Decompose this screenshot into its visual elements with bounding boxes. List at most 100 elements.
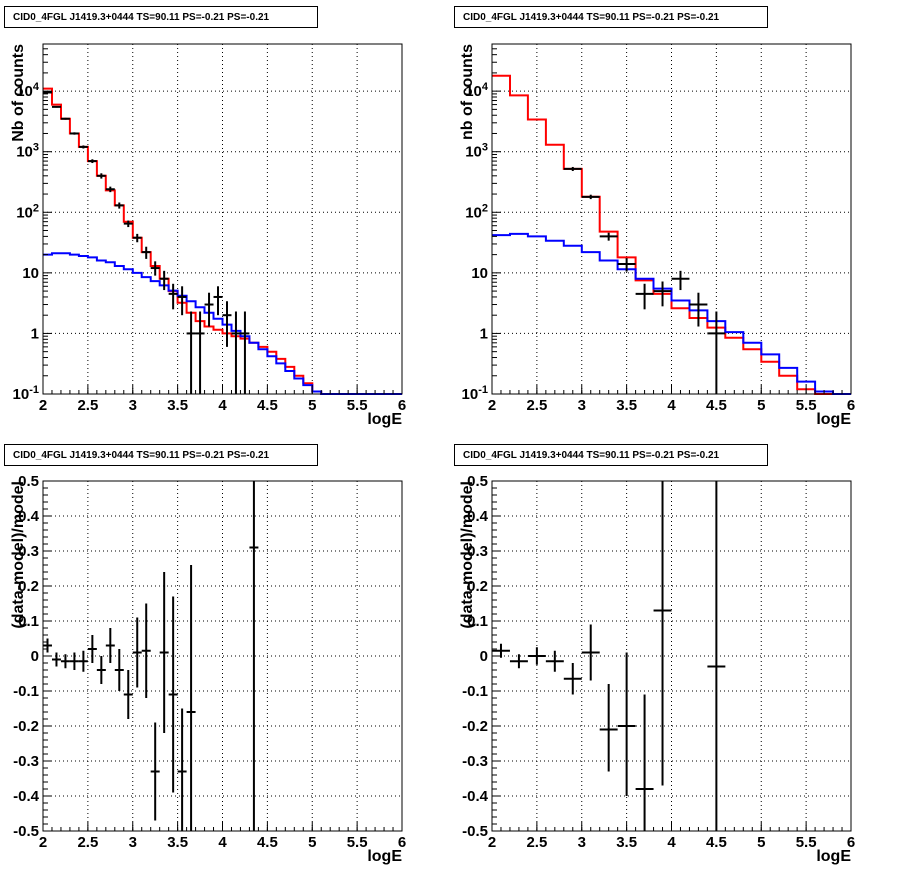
panel-title-bottom-right: CID0_4FGL J1419.3+0444 TS=90.11 PS=-0.21… [454, 444, 768, 466]
x-tick-label: 4 [667, 397, 676, 414]
panel-tl: 2 2.5 3 3.5 4 4.5 5 5.5 6logE10-1110102103104Nb … [10, 43, 406, 428]
x-tick-label: 4 [667, 834, 676, 851]
data-point [60, 117, 70, 120]
data-points [492, 481, 726, 831]
y-tick-label: -0.3 [13, 753, 39, 770]
data-point [177, 708, 187, 831]
data-point [186, 565, 196, 831]
data-point [159, 270, 169, 291]
y-tick-label: 0.3 [18, 543, 39, 560]
x-tick-label: 3 [129, 834, 137, 851]
plot-area [43, 481, 402, 831]
panel-bl: 2 2.5 3 3.5 4 4.5 5 5.5 6logE-0.5-0.4-0.3-0.2-0.… [10, 473, 406, 865]
x-tick-label: 2.5 [526, 834, 547, 851]
data-point [563, 663, 582, 695]
x-tick-label: 2 [39, 397, 47, 414]
x-tick-label: 3 [578, 397, 586, 414]
plot-area [492, 44, 851, 394]
x-tick-label: 6 [847, 834, 855, 851]
x-tick-label: 2 [488, 834, 496, 851]
y-tick-label: -0.3 [462, 753, 488, 770]
y-axis-label: (data-model)/model [459, 481, 476, 629]
x-tick-label: 2.5 [77, 834, 98, 851]
x-tick-label: 5 [757, 834, 765, 851]
y-tick-label: -0.2 [13, 718, 39, 735]
x-tick-label: 6 [398, 834, 406, 851]
data-point [141, 246, 151, 259]
data-point [707, 481, 726, 831]
source-model-line [492, 232, 851, 395]
y-tick-label: 103 [465, 142, 488, 161]
data-point [150, 722, 160, 821]
data-point [707, 311, 726, 394]
y-tick-label: -0.1 [462, 683, 488, 700]
y-tick-label: 0.2 [467, 578, 488, 595]
data-point [123, 220, 133, 228]
y-axis: -0.5 -0.4 -0.3 -0.2 -0.1 0 0.1 0.2 0.3 0.4 0.5(dat… [10, 473, 52, 840]
y-tick-label: 0.5 [467, 473, 488, 490]
data-point [204, 292, 214, 327]
x-tick-label: 4 [218, 834, 227, 851]
x-axis-label: logE [816, 411, 851, 428]
data-point [492, 643, 510, 658]
data-point [51, 652, 61, 667]
y-tick-label: 0 [480, 648, 488, 665]
data-points [43, 91, 250, 394]
data-point [617, 652, 636, 796]
data-point [545, 650, 564, 672]
y-tick-label: 10-1 [462, 384, 488, 403]
panel-tr: 2 2.5 3 3.5 4 4.5 5 5.5 6logE10-1110102103104nb … [459, 43, 855, 428]
data-point [87, 635, 97, 663]
data-point [563, 166, 582, 172]
y-tick-label: -0.5 [462, 823, 488, 840]
x-tick-label: 2 [488, 397, 496, 414]
data-point [635, 694, 654, 831]
x-tick-label: 5 [308, 834, 316, 851]
data-point [231, 311, 241, 394]
data-point [78, 650, 88, 672]
y-tick-label: 103 [16, 142, 39, 161]
data-point [132, 617, 142, 688]
data-point [43, 638, 52, 653]
x-tick-label: 4.5 [706, 397, 727, 414]
x-tick-label: 5.5 [796, 834, 817, 851]
data-point [653, 481, 672, 786]
x-tick-label: 3.5 [616, 397, 637, 414]
data-point [150, 261, 160, 276]
x-axis-label: logE [816, 848, 851, 865]
data-point [671, 270, 690, 291]
data-point [509, 654, 528, 669]
data-point [114, 649, 124, 691]
x-tick-label: 4 [218, 397, 227, 414]
data-point [114, 202, 124, 209]
data-point [213, 286, 223, 316]
data-point [617, 258, 636, 272]
x-tick-label: 4.5 [706, 834, 727, 851]
data-point [581, 624, 600, 681]
data-point [132, 233, 142, 243]
y-tick-label: 1 [31, 325, 39, 342]
data-point [159, 572, 169, 733]
x-tick-label: 4.5 [257, 834, 278, 851]
x-axis-label: logE [367, 848, 402, 865]
y-tick-label: 10 [22, 265, 39, 282]
y-tick-label: 102 [16, 202, 39, 221]
data-point [51, 105, 61, 108]
x-tick-label: 2.5 [77, 397, 98, 414]
data-point [105, 628, 115, 663]
x-axis-label: logE [367, 411, 402, 428]
data-point [78, 145, 88, 149]
data-point [141, 603, 151, 698]
panel-br: 2 2.5 3 3.5 4 4.5 5 5.5 6logE-0.5-0.4-0.3-0.2-0.… [459, 473, 855, 865]
y-axis-label: nb of counts [459, 44, 476, 140]
y-tick-label: -0.5 [13, 823, 39, 840]
x-tick-label: 5.5 [347, 397, 368, 414]
data-point [43, 91, 52, 94]
y-tick-label: 0.2 [18, 578, 39, 595]
data-point [581, 194, 600, 200]
x-tick-label: 3.5 [167, 397, 188, 414]
data-point [689, 292, 708, 327]
